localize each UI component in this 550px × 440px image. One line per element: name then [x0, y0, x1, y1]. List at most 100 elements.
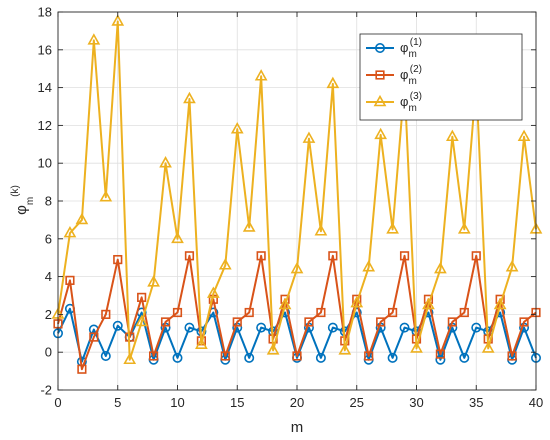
- series-2-point: [256, 251, 266, 261]
- series-3-point: [505, 260, 519, 272]
- series-1-point: [100, 350, 111, 361]
- y-tick-label: 2: [45, 307, 52, 322]
- series-2-point: [101, 309, 111, 320]
- series-2-point: [507, 351, 517, 361]
- series-2-point: [459, 307, 469, 318]
- series-3-point: [111, 14, 125, 26]
- y-tick-label: 6: [45, 231, 52, 246]
- series-1-point: [244, 352, 255, 363]
- series-3-point: [445, 129, 459, 142]
- series-3-point: [159, 156, 172, 168]
- x-tick-label: 30: [409, 395, 423, 410]
- series-1-point: [256, 322, 267, 333]
- series-1-point: [327, 322, 338, 333]
- series-3-point: [326, 76, 340, 89]
- series-3-point: [493, 297, 507, 310]
- legend: φm(1) φm(2) φm(3): [359, 33, 523, 121]
- series-1-line: [57, 307, 537, 363]
- series-2-point: [113, 254, 123, 265]
- y-axis-label-base: φ: [13, 205, 30, 215]
- series-2-point: [328, 251, 338, 261]
- series-2-point: [137, 292, 147, 302]
- series-1-point: [399, 322, 410, 333]
- series-3-point: [75, 212, 89, 225]
- legend-label-1: φm(1): [400, 37, 422, 60]
- y-tick-label: -2: [40, 383, 52, 398]
- series-2-point: [471, 251, 481, 261]
- series-2-point: [447, 317, 457, 327]
- series-3-point: [278, 297, 292, 310]
- x-tick-label: 20: [290, 395, 304, 410]
- series-3-point: [242, 220, 256, 232]
- legend-label-2: φm(2): [400, 64, 422, 87]
- series-3-point: [99, 190, 113, 202]
- y-tick-label: 4: [45, 269, 52, 284]
- y-axis-label-sup: (k): [10, 185, 21, 197]
- series-2-point: [244, 307, 254, 318]
- series-3-point: [254, 69, 268, 81]
- series-3-point: [374, 127, 388, 140]
- series-2-point: [220, 351, 230, 361]
- series-3-point: [338, 343, 352, 355]
- series-2-point: [316, 307, 326, 318]
- series-2-point: [149, 351, 159, 361]
- x-tick-label: 25: [350, 395, 364, 410]
- legend-marker: [375, 70, 385, 80]
- series-3-point: [350, 295, 364, 308]
- x-tick-label: 35: [469, 395, 483, 410]
- series-1-point: [112, 320, 123, 331]
- series-3-point: [147, 275, 160, 287]
- series-1-point: [184, 322, 195, 333]
- y-tick-label: 8: [45, 194, 52, 209]
- series-2-point: [65, 275, 75, 285]
- series-3-point: [135, 314, 149, 327]
- series-3-point: [517, 129, 531, 142]
- series-3-point: [206, 286, 220, 298]
- series-1-point: [315, 352, 326, 363]
- series-3-point: [218, 258, 232, 270]
- legend-item-3: [366, 94, 394, 107]
- x-tick-label: 15: [230, 395, 244, 410]
- series-3-point: [266, 343, 280, 355]
- series-2-point: [160, 317, 171, 327]
- series-1-point: [435, 354, 446, 365]
- legend-item-2: [366, 70, 394, 80]
- series-3-point: [481, 341, 495, 353]
- legend-label-3: φm(3): [400, 91, 422, 114]
- series-3-point: [314, 224, 328, 236]
- series-1-point: [387, 352, 398, 363]
- series-2-point: [232, 317, 242, 327]
- series-1-point: [459, 352, 470, 363]
- series-3: [51, 14, 543, 365]
- series-3-point: [195, 337, 208, 349]
- series-3-point: [302, 131, 316, 143]
- series-2-point: [399, 251, 410, 261]
- x-tick-label: 10: [170, 395, 184, 410]
- x-tick-label: 0: [54, 395, 61, 410]
- y-tick-label: 16: [38, 42, 52, 57]
- series-1-point: [471, 322, 482, 333]
- y-tick-label: 0: [45, 345, 52, 360]
- axes: [57, 11, 537, 391]
- x-tick-label: 5: [114, 395, 121, 410]
- series-3-point: [386, 222, 399, 234]
- series-3-point: [457, 222, 471, 234]
- series-3-point: [290, 261, 304, 274]
- series-2-point: [435, 349, 446, 359]
- x-tick-label: 40: [529, 395, 543, 410]
- series-group: [51, 14, 543, 374]
- y-tick-label: 14: [38, 80, 52, 95]
- y-axis-label-sub: m: [25, 197, 36, 205]
- legend-marker: [373, 94, 387, 107]
- series-3-point: [422, 297, 435, 310]
- series-3-point: [171, 231, 184, 244]
- series-2-point: [376, 317, 386, 327]
- series-3-point: [87, 33, 101, 45]
- series-2-point: [172, 307, 183, 318]
- series-3-point: [434, 261, 447, 274]
- series-2-point: [304, 317, 314, 327]
- series-3-point: [183, 91, 196, 104]
- series-3-point: [410, 341, 423, 353]
